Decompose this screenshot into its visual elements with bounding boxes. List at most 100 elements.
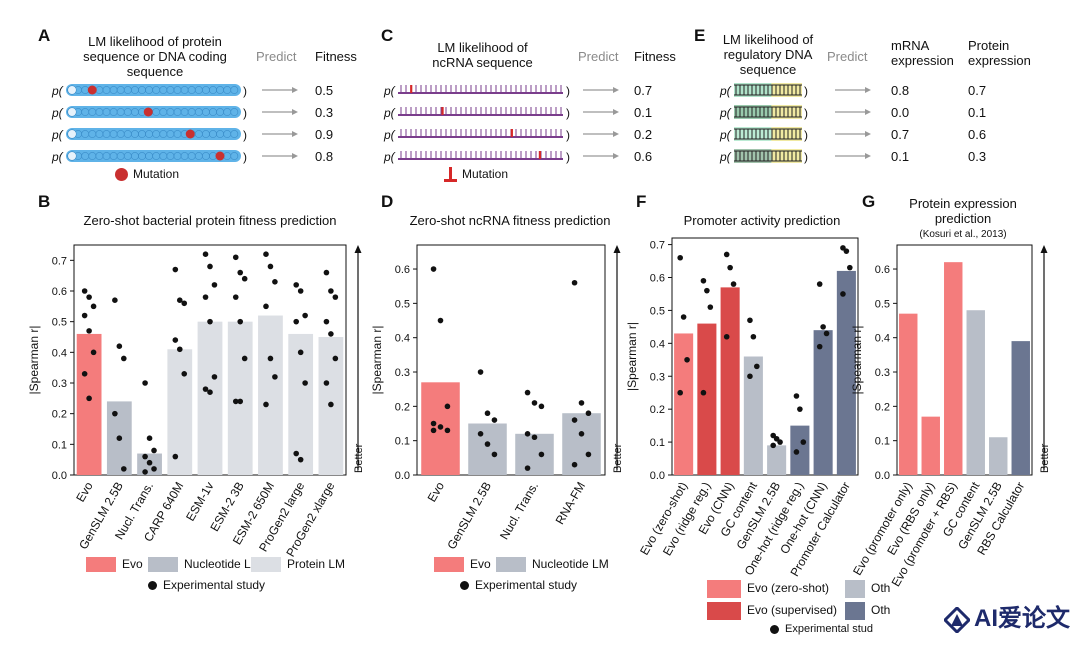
mrna-value: 0.1 [891, 149, 909, 164]
bar [767, 445, 787, 475]
y-tick-label: 0.1 [52, 439, 67, 451]
legend-swatch [707, 602, 741, 620]
experiment-point [232, 294, 239, 300]
legend-label: Protein LM [287, 557, 346, 571]
y-axis-label: |Spearman r| [27, 326, 41, 395]
y-tick-label: 0.1 [875, 436, 890, 448]
experiment-point [293, 318, 300, 325]
experiment-point [578, 400, 585, 406]
arrow-head-icon [613, 87, 619, 93]
experiment-point [142, 469, 148, 475]
promoter-region [734, 83, 772, 97]
close-paren: ) [566, 84, 570, 98]
y-axis-label: |Spearman r| [625, 322, 639, 391]
residue-icon [230, 152, 239, 160]
bar [515, 433, 554, 475]
experiment-point [176, 297, 183, 304]
bar [227, 321, 253, 475]
y-tick-label: 0.6 [395, 264, 410, 276]
panel-e-protein-label: Protein expression [968, 38, 1031, 68]
y-tick-label: 0.2 [52, 409, 67, 421]
x-tick-label: ESM-1v [183, 480, 216, 524]
experiment-point [700, 389, 707, 396]
experiment-point [571, 279, 578, 286]
experiment-point [777, 439, 783, 445]
chart-title-line2: prediction [935, 211, 991, 226]
close-paren: ) [566, 128, 570, 142]
close-paren: ) [804, 128, 808, 142]
x-tick-label: GenSLM 2.5B [444, 480, 494, 552]
experiment-point [332, 355, 339, 362]
experiment-point [116, 435, 123, 442]
fitness-value: 0.8 [315, 149, 333, 164]
panel-c-letter: C [381, 26, 394, 45]
experiment-point [747, 317, 753, 324]
experiment-point [328, 288, 334, 294]
p-label: p( [383, 84, 397, 98]
arrow-head-icon [865, 109, 871, 115]
start-residue-icon [67, 129, 77, 139]
watermark-text: AI爱论文 [974, 605, 1070, 632]
close-paren: ) [243, 128, 247, 142]
bar [1011, 341, 1030, 475]
bar [989, 437, 1008, 475]
rbs-region [771, 105, 802, 119]
experiment-point [820, 324, 826, 330]
arrow-head-icon [613, 131, 619, 137]
y-tick-label: 0.7 [52, 255, 67, 267]
rbs-region [771, 127, 802, 141]
experiment-point [181, 300, 188, 307]
legend-label: Nucleotide LM [532, 557, 609, 571]
experiment-point [146, 459, 153, 466]
y-tick-label: 0.4 [875, 333, 890, 345]
experiment-point [142, 453, 148, 460]
arrow-head-icon [292, 153, 298, 159]
promoter-region [734, 149, 772, 163]
experiment-point [146, 435, 153, 442]
experiment-point [263, 401, 269, 408]
legend-d-exp: Experimental study [460, 578, 577, 592]
experiment-point [843, 248, 850, 254]
experiment-point [81, 312, 88, 319]
better-arrow-head-icon [1040, 245, 1048, 253]
rbs-region [771, 149, 802, 163]
x-tick-label: RNA-FM [553, 480, 588, 527]
y-tick-label: 0.4 [395, 333, 410, 345]
bar [697, 323, 717, 475]
close-paren: ) [566, 150, 570, 164]
protein-sequence [66, 128, 241, 140]
experiment-point [86, 395, 92, 402]
legend-label: Evo [470, 557, 491, 571]
legend-label: Experimental study [163, 578, 266, 592]
chart-f: Promoter activity prediction 0.0 0.1 0.2 0.3… [625, 213, 859, 579]
mutation-dot-icon [115, 168, 128, 182]
experiment-point [323, 318, 330, 325]
experiment-point [707, 304, 714, 310]
protein-sequence [66, 106, 241, 118]
experiment-point [237, 269, 244, 276]
experiment-point [531, 400, 538, 406]
y-tick-label: 0.5 [395, 298, 410, 310]
x-tick-label: Evo [73, 479, 96, 504]
y-tick-label: 0.6 [52, 286, 67, 298]
legend-f-zs: Evo (zero-shot) [707, 580, 829, 598]
close-paren: ) [804, 84, 808, 98]
start-residue-icon [67, 107, 77, 117]
mutation-residue [87, 85, 97, 95]
start-residue-icon [67, 151, 77, 161]
chart-title: Zero-shot bacterial protein fitness pred… [84, 213, 337, 228]
protein-value: 0.7 [968, 83, 986, 98]
mutation-residue [215, 151, 225, 161]
experiment-point [211, 282, 218, 288]
chart-b: Zero-shot bacterial protein fitness pred… [27, 213, 365, 559]
protein-value: 0.3 [968, 149, 986, 164]
fitness-value: 0.3 [315, 105, 333, 120]
experimental-dot-icon [460, 581, 469, 591]
p-label: p( [719, 84, 733, 98]
experiment-point [120, 355, 127, 362]
legend-swatch [86, 557, 116, 573]
p-label: p( [719, 150, 733, 164]
legend-b-nucl: Nucleotide LM [148, 557, 261, 573]
